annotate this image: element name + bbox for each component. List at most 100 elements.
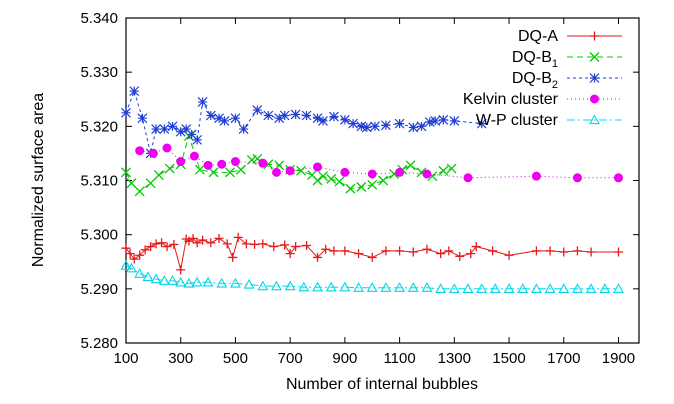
data-point — [129, 86, 140, 97]
data-point — [274, 113, 285, 124]
data-point — [216, 277, 228, 288]
data-point — [146, 242, 156, 252]
data-point — [394, 282, 406, 292]
data-point — [121, 243, 131, 253]
data-point — [312, 281, 323, 292]
legend-marker — [589, 52, 600, 62]
series-line — [125, 236, 619, 271]
data-point — [340, 167, 350, 177]
y-tick-label: 5.330 — [80, 64, 118, 81]
data-point — [137, 113, 148, 124]
data-point — [214, 113, 224, 124]
data-point — [321, 244, 331, 254]
y-tick-label: 5.300 — [80, 227, 118, 244]
data-point — [530, 283, 542, 293]
data-point — [334, 176, 345, 187]
legend-label: W-P cluster — [476, 112, 559, 129]
data-point — [572, 173, 582, 183]
data-point — [424, 117, 435, 127]
data-point — [252, 105, 263, 116]
data-point — [269, 242, 279, 252]
data-point — [285, 166, 295, 176]
data-point — [214, 233, 224, 243]
data-point — [370, 121, 380, 132]
data-point — [150, 273, 162, 284]
data-point — [205, 110, 216, 121]
y-axis-title: Normalized surface area — [30, 93, 47, 267]
data-point — [135, 250, 145, 260]
data-point — [367, 252, 377, 262]
x-tick-label: 1300 — [438, 350, 471, 367]
data-point — [151, 239, 161, 249]
data-point — [238, 124, 249, 134]
data-point — [367, 179, 378, 190]
data-point — [422, 169, 432, 179]
data-point — [206, 238, 216, 248]
data-point — [250, 239, 260, 249]
data-point — [531, 246, 541, 256]
data-point — [126, 262, 137, 273]
data-point — [378, 175, 389, 186]
data-point — [348, 118, 359, 129]
data-point — [302, 241, 312, 250]
legend-label: DQ-A — [518, 28, 558, 45]
data-point — [285, 249, 295, 259]
data-point — [421, 282, 433, 292]
data-point — [544, 283, 556, 293]
axes: 100 300 500 700 900 1100 1300 1500 1700 1900 5.280… — [80, 10, 639, 367]
series-2 — [121, 131, 457, 197]
y-tick-label: 5.290 — [80, 281, 118, 298]
series-line — [139, 147, 619, 179]
data-point — [395, 246, 405, 256]
data-point — [572, 283, 583, 293]
data-point — [329, 246, 339, 256]
data-point — [208, 167, 219, 178]
data-point — [381, 246, 391, 256]
data-point — [366, 282, 378, 292]
legend-marker — [589, 114, 600, 125]
data-point — [408, 247, 418, 257]
data-point — [613, 283, 624, 293]
data-point — [436, 249, 446, 259]
data-point — [312, 113, 323, 124]
data-point — [462, 283, 474, 293]
data-point — [134, 268, 146, 278]
data-point — [503, 283, 515, 293]
data-point — [183, 277, 195, 288]
data-point — [476, 283, 488, 293]
series-line — [125, 134, 452, 192]
y-tick-label: 5.280 — [80, 335, 118, 352]
data-point — [284, 280, 296, 291]
data-point — [586, 247, 596, 257]
data-point — [148, 148, 158, 158]
data-point — [438, 114, 449, 125]
x-tick-label: 1500 — [492, 350, 525, 367]
data-point — [422, 244, 432, 254]
data-point — [135, 146, 145, 156]
data-point — [189, 151, 199, 161]
data-point — [202, 276, 214, 287]
series-4 — [135, 143, 623, 183]
legend-marker — [590, 31, 599, 41]
data-point — [345, 183, 356, 194]
data-point — [279, 110, 290, 121]
data-point — [280, 240, 290, 250]
data-point — [585, 283, 597, 293]
data-point — [298, 281, 310, 292]
data-point — [291, 242, 301, 252]
data-point — [455, 251, 465, 261]
data-point — [169, 239, 179, 249]
data-point — [353, 282, 364, 292]
data-point — [176, 265, 186, 275]
data-point — [167, 121, 178, 132]
data-point — [438, 165, 449, 176]
data-point — [558, 283, 570, 293]
data-point — [120, 259, 132, 270]
data-point — [158, 275, 170, 285]
data-point — [361, 122, 372, 133]
data-point — [380, 282, 392, 292]
data-point — [488, 246, 498, 256]
data-point — [129, 254, 139, 264]
data-point — [296, 165, 307, 176]
data-point — [258, 158, 268, 168]
